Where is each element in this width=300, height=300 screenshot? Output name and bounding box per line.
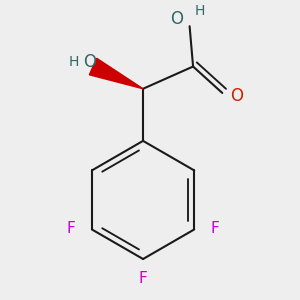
- Polygon shape: [89, 58, 143, 89]
- Text: F: F: [139, 271, 147, 286]
- Text: O: O: [83, 53, 96, 71]
- Text: H: H: [194, 4, 205, 18]
- Text: O: O: [171, 10, 184, 28]
- Text: F: F: [67, 220, 75, 236]
- Text: O: O: [230, 87, 243, 105]
- Text: H: H: [68, 56, 79, 69]
- Text: F: F: [211, 220, 219, 236]
